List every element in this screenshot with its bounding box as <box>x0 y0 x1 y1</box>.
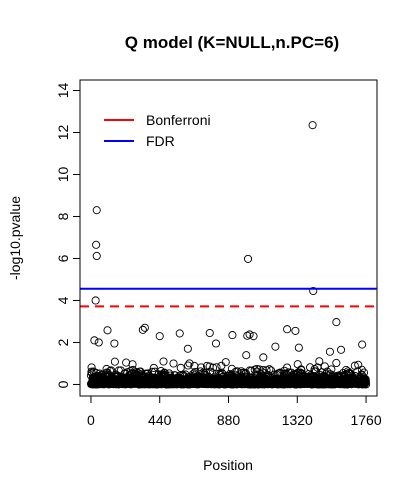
data-point <box>308 121 317 130</box>
y-tick-label: 0 <box>55 380 71 388</box>
y-axis-label: -log10.pvalue <box>7 196 23 280</box>
x-tick-label: 880 <box>217 412 241 428</box>
data-point <box>325 347 334 356</box>
data-point <box>128 360 137 369</box>
legend: Bonferroni FDR <box>104 112 211 149</box>
data-point <box>94 338 103 347</box>
x-tick-label: 440 <box>148 412 172 428</box>
data-point <box>185 359 194 368</box>
y-axis: 0 2 4 6 8 10 12 14 <box>55 83 81 388</box>
legend-label: Bonferroni <box>146 112 211 128</box>
data-point <box>291 326 300 335</box>
data-point <box>209 363 218 372</box>
data-point <box>175 329 184 338</box>
data-point <box>228 331 237 340</box>
y-tick-label: 10 <box>55 166 71 182</box>
data-point <box>211 339 221 348</box>
x-tick-label: 1760 <box>350 412 381 428</box>
data-point <box>357 365 366 374</box>
data-point <box>242 351 251 360</box>
data-point <box>361 377 370 387</box>
data-point <box>184 361 193 370</box>
x-axis: 0 440 880 1320 1760 <box>87 395 382 428</box>
data-point <box>245 330 254 339</box>
data-point <box>271 342 280 351</box>
data-point <box>91 296 100 305</box>
data-point <box>169 359 178 368</box>
data-point <box>110 357 119 366</box>
y-tick-label: 12 <box>55 124 71 140</box>
x-tick-label: 1320 <box>282 412 313 428</box>
x-tick-label: 0 <box>87 412 95 428</box>
data-point <box>92 251 101 260</box>
data-point <box>176 363 185 372</box>
data-point <box>183 344 192 353</box>
data-point <box>217 361 226 370</box>
data-point <box>110 339 119 348</box>
chart-title: Q model (K=NULL,n.PC=6) <box>125 33 339 52</box>
data-point <box>315 357 324 366</box>
points-layer <box>86 121 371 389</box>
data-point <box>159 357 168 366</box>
data-point <box>362 380 371 389</box>
y-tick-label: 8 <box>55 212 71 220</box>
data-point <box>243 254 253 263</box>
data-point <box>327 365 336 374</box>
data-point <box>217 368 226 377</box>
data-point <box>90 336 99 345</box>
threshold-layer <box>80 287 377 308</box>
data-point <box>122 358 131 367</box>
data-point <box>336 345 346 354</box>
data-point <box>265 365 274 374</box>
data-point <box>332 358 341 368</box>
data-point <box>221 358 230 367</box>
data-point <box>259 353 268 362</box>
data-point <box>283 325 292 334</box>
data-point <box>283 363 292 372</box>
data-point <box>92 206 101 215</box>
y-tick-label: 2 <box>55 338 71 346</box>
data-point <box>332 318 341 327</box>
data-point <box>243 331 252 340</box>
y-tick-label: 4 <box>55 296 71 304</box>
data-point <box>92 240 101 249</box>
data-point <box>309 286 318 296</box>
data-point <box>358 340 367 349</box>
x-axis-label: Position <box>203 457 253 473</box>
data-point <box>361 375 370 384</box>
data-point <box>87 363 96 372</box>
y-tick-label: 14 <box>55 83 71 99</box>
data-point <box>249 332 258 341</box>
data-point <box>155 332 164 341</box>
legend-label: FDR <box>146 133 175 149</box>
data-point <box>149 363 158 372</box>
data-point <box>107 366 116 375</box>
data-point <box>205 328 214 338</box>
data-point <box>320 362 329 371</box>
data-point <box>140 323 149 332</box>
data-point <box>294 343 303 352</box>
data-point <box>138 325 147 334</box>
data-point <box>103 326 112 335</box>
y-tick-label: 6 <box>55 254 71 262</box>
